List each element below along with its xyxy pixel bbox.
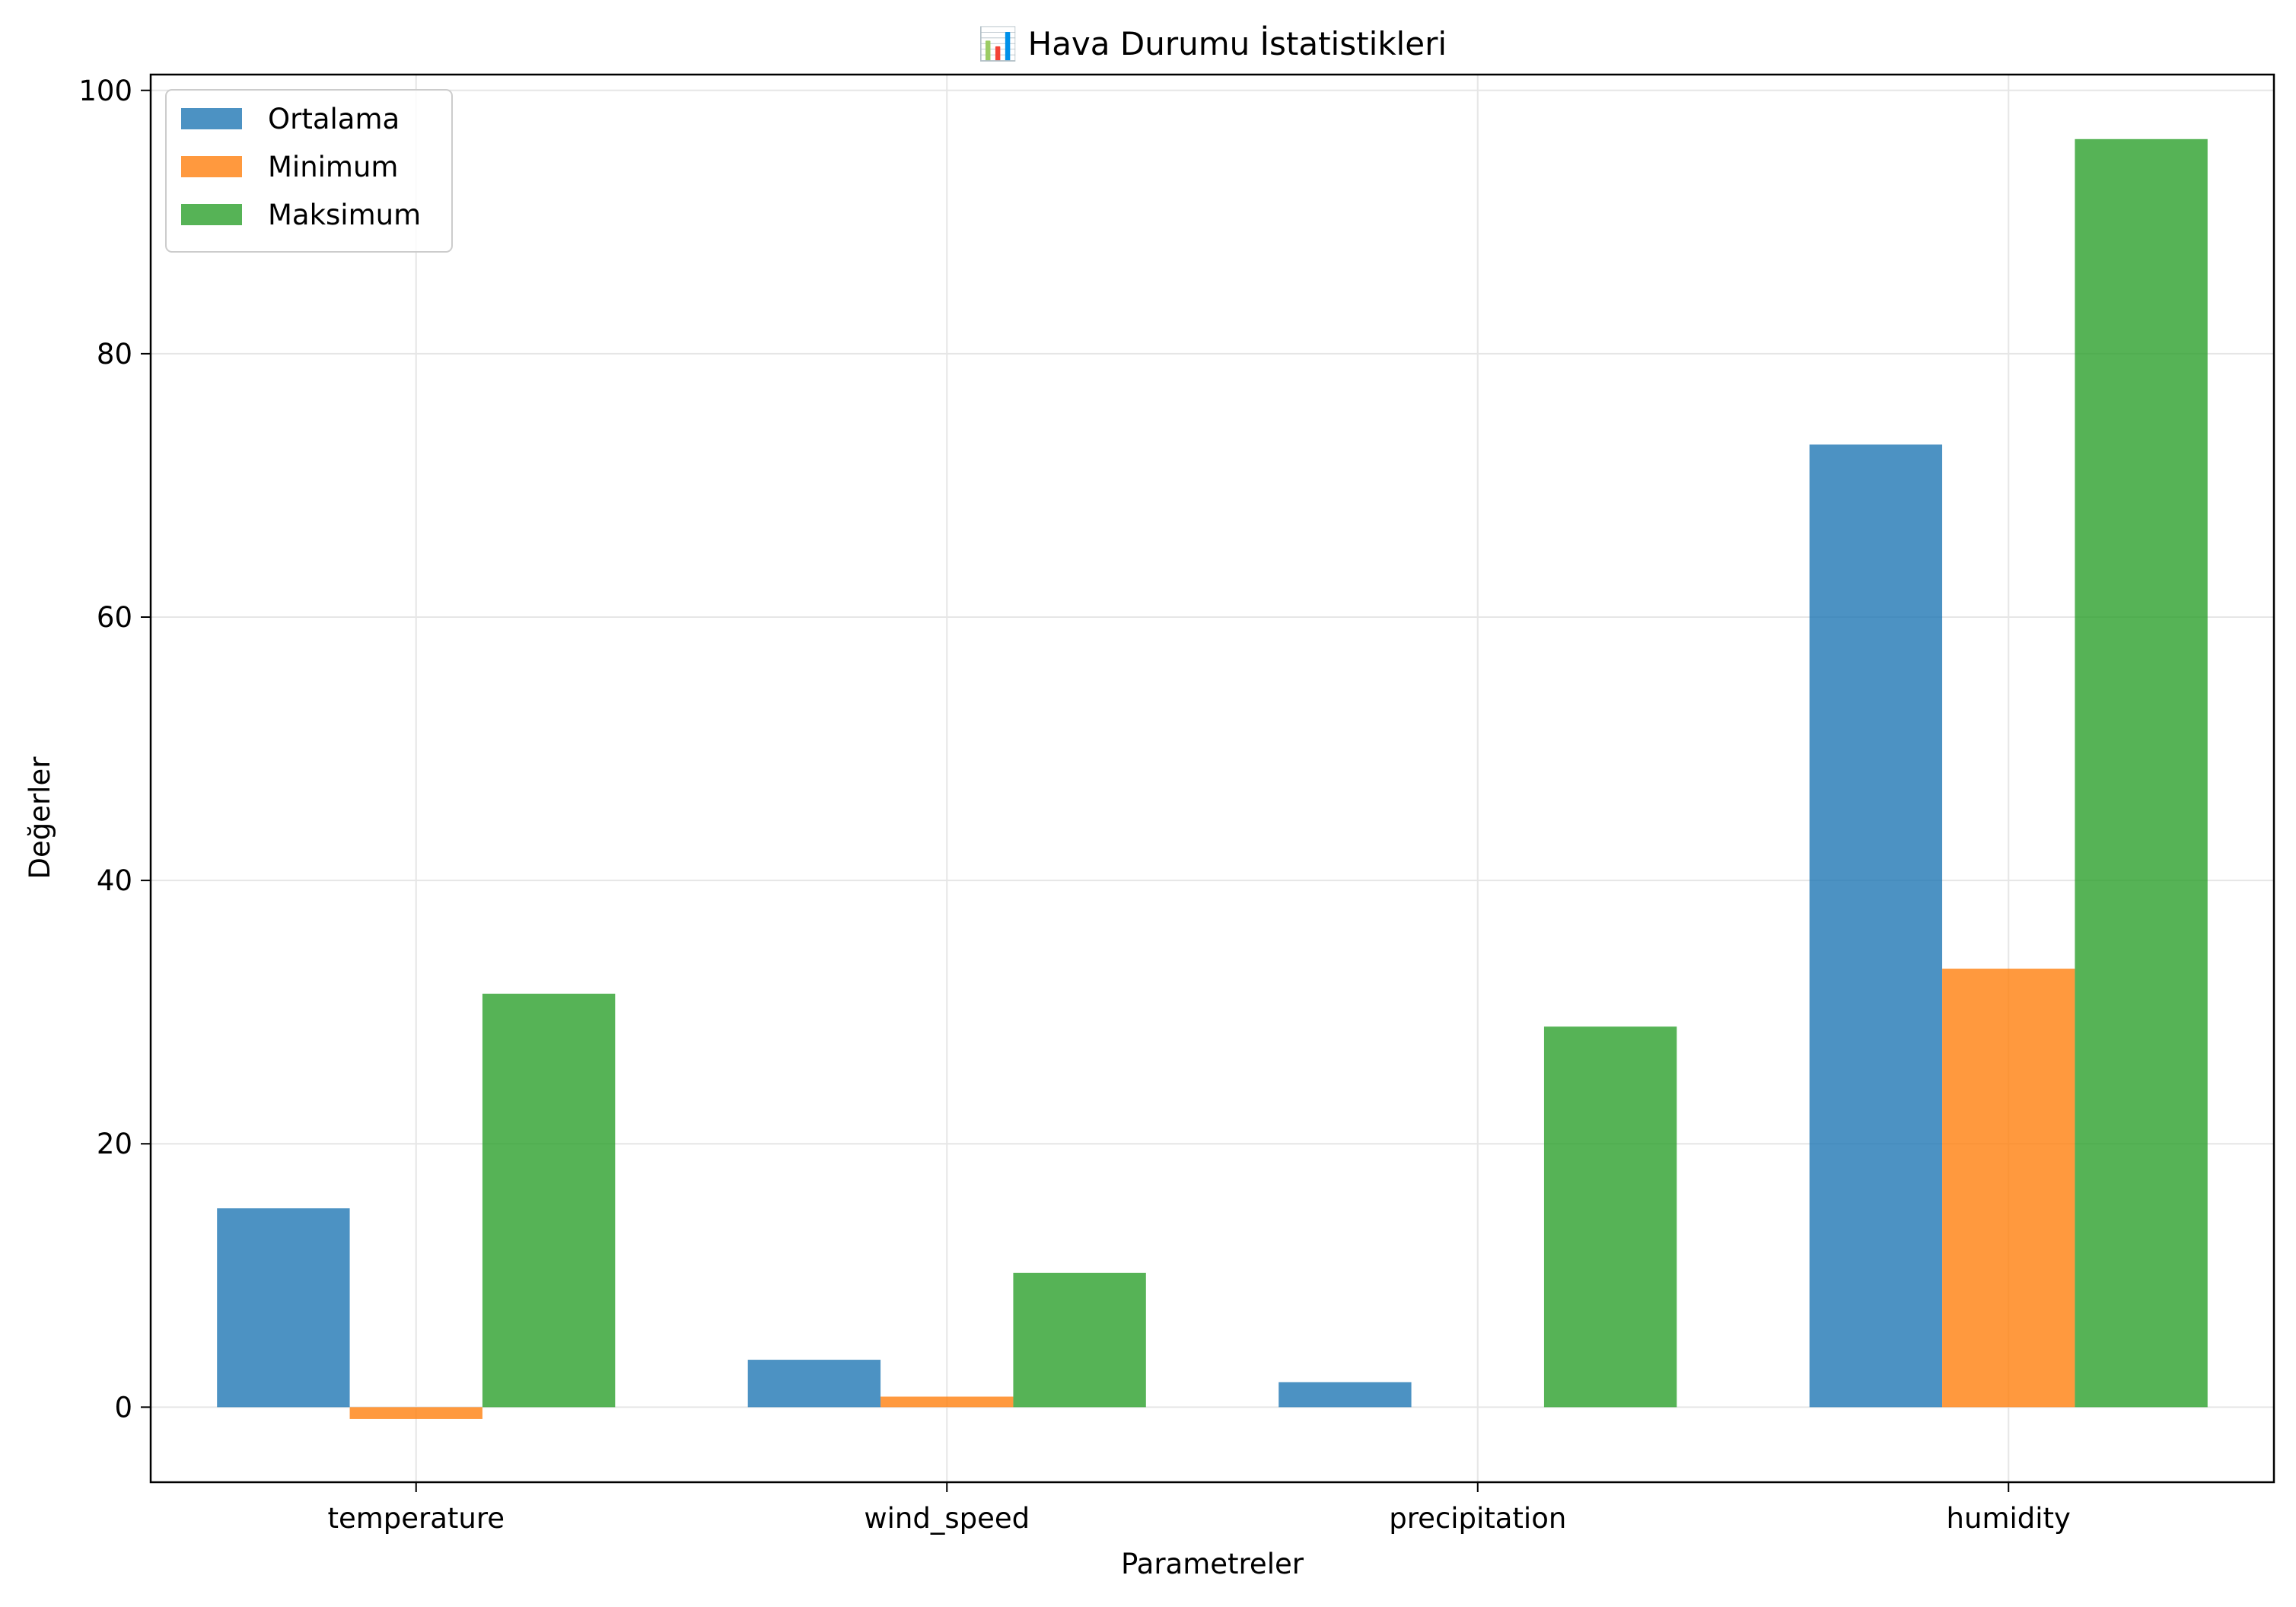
legend-swatch: [181, 156, 242, 177]
x-axis-label: Parametreler: [1121, 1548, 1304, 1580]
bar-ortalama-precipitation: [1279, 1382, 1412, 1408]
bar-ortalama-temperature: [217, 1208, 350, 1408]
plot-frame: [149, 73, 2275, 1484]
legend-swatch: [181, 108, 242, 129]
bar-minimum-wind_speed: [881, 1396, 1014, 1408]
bar-ortalama-wind_speed: [747, 1360, 881, 1408]
bar-minimum-temperature: [349, 1407, 482, 1419]
y-tick-label: 60: [97, 601, 132, 634]
x-tick-label: precipitation: [1389, 1502, 1566, 1535]
chart-title: 📊 Hava Durumu İstatistikleri: [978, 24, 1447, 62]
y-tick-label: 100: [78, 75, 132, 107]
x-tick-label: humidity: [1947, 1502, 2071, 1535]
bars-layer: [217, 138, 2208, 1419]
bar-maksimum-wind_speed: [1013, 1272, 1146, 1408]
x-tick-label: wind_speed: [864, 1502, 1030, 1535]
bar-maksimum-precipitation: [1543, 1026, 1677, 1408]
bar-ortalama-humidity: [1809, 444, 1943, 1408]
legend-label: Ortalama: [268, 103, 400, 135]
y-tick-label: 0: [114, 1391, 132, 1424]
legend: Ortalama Minimum Maksimum: [165, 89, 453, 253]
legend-label: Maksimum: [268, 199, 421, 231]
y-axis: 0 20 40 60 80 100: [78, 75, 151, 1424]
y-axis-label: Değerler: [24, 756, 56, 880]
y-tick-label: 80: [97, 338, 132, 371]
bar-maksimum-temperature: [482, 993, 616, 1408]
legend-label: Minimum: [268, 151, 398, 183]
y-tick-label: 40: [97, 864, 132, 897]
bar-maksimum-humidity: [2075, 138, 2208, 1408]
bar-minimum-humidity: [1942, 969, 2075, 1408]
x-tick-label: temperature: [327, 1502, 505, 1535]
legend-swatch: [181, 204, 242, 225]
x-axis: temperature wind_speed precipitation humidi…: [327, 1482, 2071, 1535]
y-tick-label: 20: [97, 1128, 132, 1160]
